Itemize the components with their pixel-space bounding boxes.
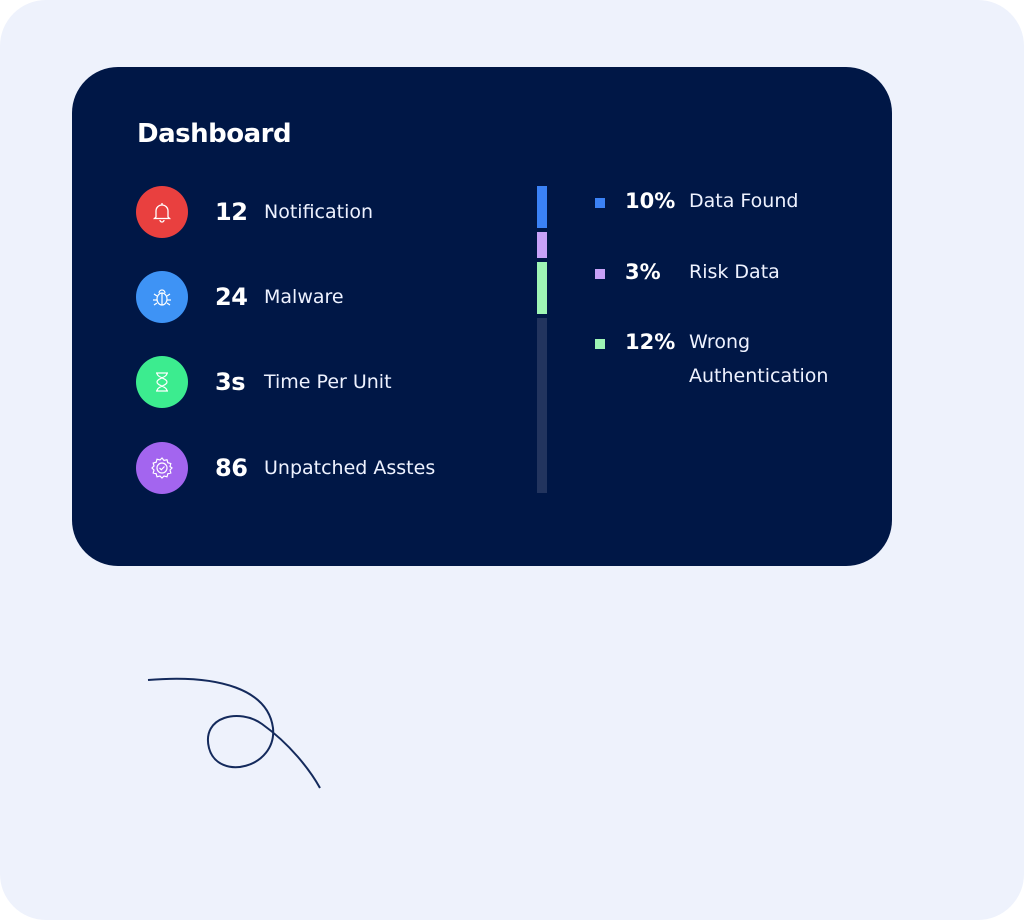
bug-icon — [136, 271, 188, 323]
bar-segment-risk-data — [537, 232, 547, 258]
legend-percent: 10% — [625, 189, 676, 213]
bar-segment-wrong-authentication — [537, 262, 547, 314]
stat-value: 12 — [215, 198, 248, 226]
legend-swatch — [595, 269, 605, 279]
legend-label: Data Found — [689, 190, 799, 212]
stat-value: 24 — [215, 283, 248, 311]
dashboard-title: Dashboard — [137, 119, 292, 149]
hourglass-icon — [136, 356, 188, 408]
stat-label: Unpatched Asstes — [264, 457, 436, 479]
legend-percent: 3% — [625, 260, 661, 284]
stat-unpatched-assets[interactable]: 86 Unpatched Asstes — [136, 442, 435, 494]
stat-time-per-unit[interactable]: 3s Time Per Unit — [136, 356, 392, 408]
stat-notification[interactable]: 12 Notification — [136, 186, 373, 238]
stat-value: 86 — [215, 454, 248, 482]
legend-label: Risk Data — [689, 261, 780, 283]
gear-check-icon — [136, 442, 188, 494]
legend-label: Wrong Authentication — [689, 331, 829, 387]
stat-malware[interactable]: 24 Malware — [136, 271, 344, 323]
legend-percent: 12% — [625, 330, 676, 354]
bar-segment-data-found — [537, 186, 547, 228]
bar-track — [537, 318, 547, 493]
stat-value: 3s — [215, 368, 245, 396]
stat-label: Malware — [264, 286, 344, 308]
dashboard-card: Dashboard 12 Notification 24 Malware 3s … — [72, 67, 892, 566]
legend-swatch — [595, 198, 605, 208]
stat-label: Time Per Unit — [264, 371, 392, 393]
stat-label: Notification — [264, 201, 374, 223]
legend-swatch — [595, 339, 605, 349]
bell-icon — [136, 186, 188, 238]
